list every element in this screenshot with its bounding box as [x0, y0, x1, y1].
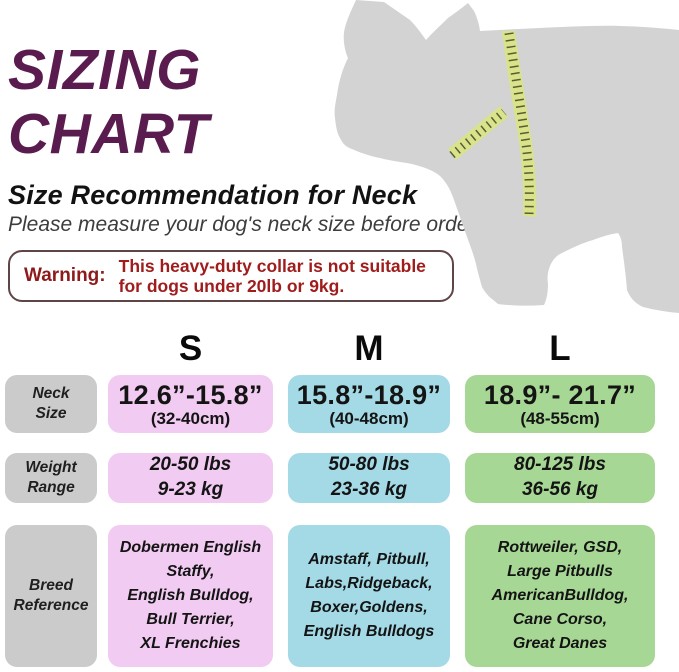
dog-body-shape	[334, 0, 679, 313]
neck-size-cell-l: 18.9”- 21.7” (48-55cm)	[465, 375, 655, 433]
neck-range-m: 15.8”-18.9”	[296, 379, 442, 410]
weight-text-m: 50-80 lbs 23-36 kg	[328, 454, 410, 500]
breed-text-l: Rottweiler, GSD, Large Pitbulls American…	[491, 539, 629, 652]
subtitle: Size Recommendation for Neck	[8, 180, 418, 210]
breed-text-m: Amstaff, Pitbull, Labs,Ridgeback, Boxer,…	[303, 551, 435, 640]
breed-cell-m: Amstaff, Pitbull, Labs,Ridgeback, Boxer,…	[288, 525, 450, 667]
neck-range-l: 18.9”- 21.7”	[483, 379, 637, 410]
neck-range-s: 12.6”-15.8”	[118, 379, 263, 410]
neck-size-cell-s: 12.6”-15.8” (32-40cm)	[108, 375, 273, 433]
row-label-text: Breed Reference	[13, 576, 89, 614]
page-title: SIZING CHART	[8, 38, 209, 166]
weight-range-cell-s: 20-50 lbs 9-23 kg	[108, 453, 273, 503]
row-label-breed-reference: Breed Reference	[5, 525, 97, 667]
row-label-text: Neck Size	[32, 384, 70, 422]
neck-size-cell-m: 15.8”-18.9” (40-48cm)	[288, 375, 450, 433]
breed-cell-s: Dobermen English Staffy, English Bulldog…	[108, 525, 273, 667]
column-header-m: M	[354, 329, 384, 368]
breed-text-s: Dobermen English Staffy, English Bulldog…	[119, 539, 262, 652]
instruction-text: Please measure your dog's neck size befo…	[8, 213, 504, 236]
weight-text-s: 20-50 lbs 9-23 kg	[149, 454, 232, 500]
neck-cm-l: (48-55cm)	[520, 408, 600, 428]
row-label-weight-range: Weight Range	[5, 453, 97, 503]
dog-silhouette-illustration	[334, 0, 679, 313]
neck-cm-s: (32-40cm)	[150, 408, 231, 428]
neck-cm-m: (40-48cm)	[329, 408, 409, 428]
weight-text-l: 80-125 lbs 36-56 kg	[514, 454, 606, 500]
row-label-text: Weight Range	[25, 458, 77, 496]
measuring-tape-band	[502, 31, 537, 217]
warning-box: Warning: This heavy-duty collar is not s…	[8, 250, 454, 302]
weight-range-cell-l: 80-125 lbs 36-56 kg	[465, 453, 655, 503]
column-header-s: S	[178, 329, 203, 368]
measuring-tape-branch-ticks	[449, 108, 507, 159]
weight-range-cell-m: 50-80 lbs 23-36 kg	[288, 453, 450, 503]
warning-text: This heavy-duty collar is not suitable f…	[118, 256, 426, 296]
row-label-neck-size: Neck Size	[5, 375, 97, 433]
column-header-l: L	[549, 329, 571, 368]
breed-cell-l: Rottweiler, GSD, Large Pitbulls American…	[465, 525, 655, 667]
warning-label: Warning:	[24, 265, 106, 286]
